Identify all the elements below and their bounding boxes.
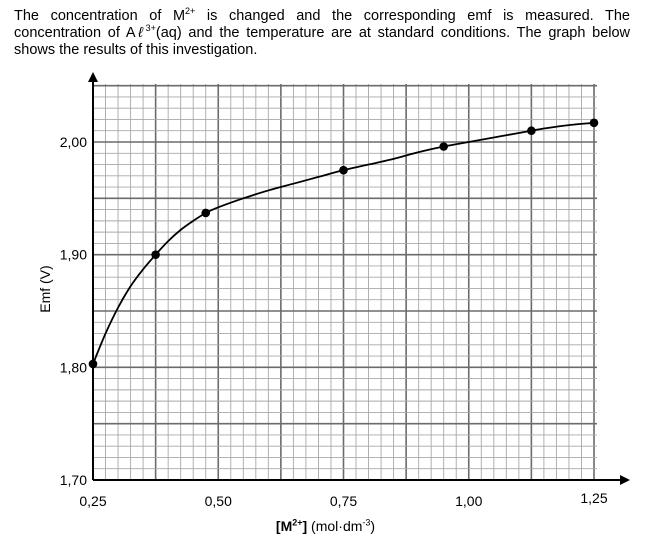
intro-sup-2: 3+ [145, 23, 156, 34]
y-tick-label: 1,70 [60, 472, 87, 488]
x-tick-label: 0,25 [79, 493, 106, 509]
x-tick-label: 0,50 [205, 493, 232, 509]
intro-text: The concentration of M2+ is changed and … [14, 6, 631, 59]
chart-grid [92, 84, 597, 481]
data-point [151, 250, 160, 259]
data-point [88, 359, 98, 369]
data-point [201, 208, 211, 218]
x-label-bracket-open: [M [275, 518, 293, 534]
x-label-bracket-close: ] [302, 518, 308, 534]
x-axis-label: [M2+] (mol·dm-3) [0, 518, 651, 534]
y-tick-label: 1,90 [60, 247, 87, 263]
x-axis-arrow [620, 475, 630, 485]
emf-curve [92, 121, 595, 365]
data-point [439, 142, 449, 151]
y-tick-label: 1,80 [60, 359, 87, 375]
data-point [589, 118, 599, 128]
x-tick-labels: 0,25 0,50 0,75 1,00 1,25 [79, 490, 607, 509]
intro-part-2: is changed and the corresponding emf is … [14, 8, 630, 41]
x-tick-label: 1,00 [455, 493, 482, 509]
x-label-unit-sup: -3 [362, 517, 371, 528]
y-axis-arrow [88, 72, 98, 82]
data-point [527, 126, 536, 136]
intro-part-1: The concentration of M [14, 8, 186, 24]
x-tick-label: 0,75 [330, 493, 357, 509]
intro-part-3: (aq) and the temperature are at standard… [14, 25, 631, 58]
intro-sup-1: 2+ [185, 6, 196, 17]
x-tick-label: 1,25 [580, 490, 607, 506]
y-axis-label: Emf (V) [37, 265, 53, 312]
x-label-unit: (mol·dm [307, 518, 363, 534]
chart-axes [88, 72, 630, 485]
chart-series [88, 118, 599, 369]
data-point [339, 165, 348, 175]
x-label-unit-end: ) [370, 518, 376, 534]
y-tick-labels: 1,70 1,80 1,90 2,00 [60, 134, 87, 488]
y-tick-label: 2,00 [60, 134, 87, 150]
intro-ell: ℓ [135, 25, 146, 41]
x-label-sup: 2+ [292, 517, 303, 528]
